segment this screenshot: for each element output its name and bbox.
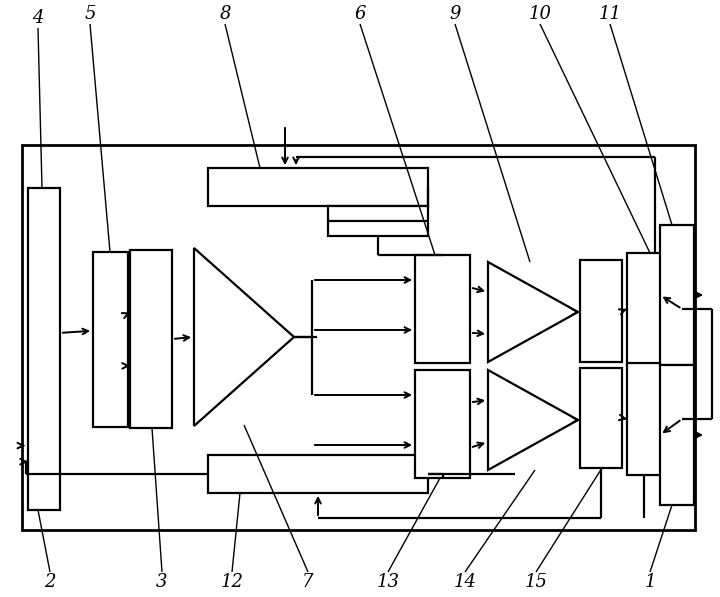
Text: 2: 2 — [44, 573, 55, 591]
Text: 9: 9 — [449, 5, 461, 23]
Text: 3: 3 — [156, 573, 168, 591]
Bar — [580, 368, 622, 468]
Bar — [627, 253, 682, 365]
Text: 7: 7 — [302, 573, 314, 591]
Bar — [660, 225, 694, 365]
Bar — [130, 250, 172, 428]
Text: 8: 8 — [220, 5, 230, 23]
Bar — [22, 145, 695, 530]
Bar — [660, 365, 694, 505]
Text: 5: 5 — [84, 5, 96, 23]
Text: 4: 4 — [32, 9, 44, 27]
Text: 15: 15 — [524, 573, 547, 591]
Bar — [415, 255, 470, 363]
Bar — [208, 455, 428, 493]
Bar — [415, 370, 470, 478]
Text: 14: 14 — [454, 573, 477, 591]
Text: 10: 10 — [528, 5, 552, 23]
Bar — [28, 188, 60, 510]
Text: 12: 12 — [220, 573, 243, 591]
Polygon shape — [194, 248, 294, 426]
Bar — [627, 363, 682, 475]
Text: 13: 13 — [377, 573, 400, 591]
Text: 1: 1 — [644, 573, 656, 591]
Bar — [580, 260, 622, 362]
Polygon shape — [488, 262, 578, 362]
Text: 11: 11 — [598, 5, 621, 23]
Polygon shape — [488, 370, 578, 470]
Bar — [328, 206, 428, 236]
Text: 6: 6 — [354, 5, 366, 23]
Bar — [208, 168, 428, 206]
Bar — [93, 252, 128, 427]
